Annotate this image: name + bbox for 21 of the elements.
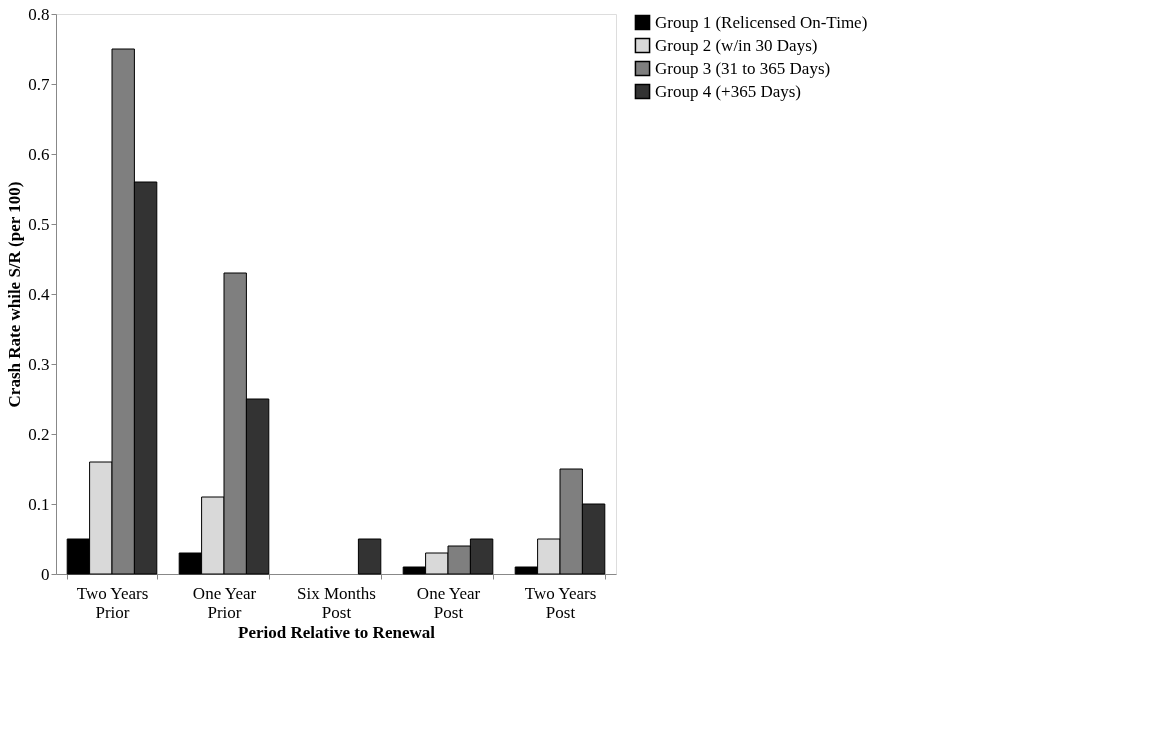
legend-label: Group 1 (Relicensed On-Time) <box>655 12 868 32</box>
x-tick-label: One Year Prior <box>192 583 257 622</box>
bar <box>357 538 382 575</box>
y-tick-label: 0.3 <box>28 354 50 374</box>
x-tick-label: Six Months Post <box>297 583 376 622</box>
y-tick-label: 0.8 <box>28 4 50 24</box>
y-tick-label: 0 <box>41 564 50 584</box>
legend-label: Group 3 (31 to 365 Days) <box>655 58 831 78</box>
x-axis-title: Period Relative to Renewal <box>238 622 436 642</box>
legend-label: Group 4 (+365 Days) <box>655 81 802 101</box>
y-tick-label: 0.2 <box>28 424 50 444</box>
y-tick-label: 0.1 <box>28 494 50 514</box>
legend-label: Group 2 (w/in 30 Days) <box>655 35 818 55</box>
y-axis-title: Crash Rate while S/R (per 100) <box>5 181 25 408</box>
y-tick-label: 0.4 <box>28 284 50 304</box>
x-tick-label: Two Years Prior <box>76 583 149 622</box>
y-tick-label: 0.6 <box>28 144 50 164</box>
y-tick-label: 0.5 <box>28 214 50 234</box>
y-tick-label: 0.7 <box>28 74 50 94</box>
x-tick-label: Two Years Post <box>524 583 597 622</box>
x-tick-label: One Year Post <box>416 583 481 622</box>
